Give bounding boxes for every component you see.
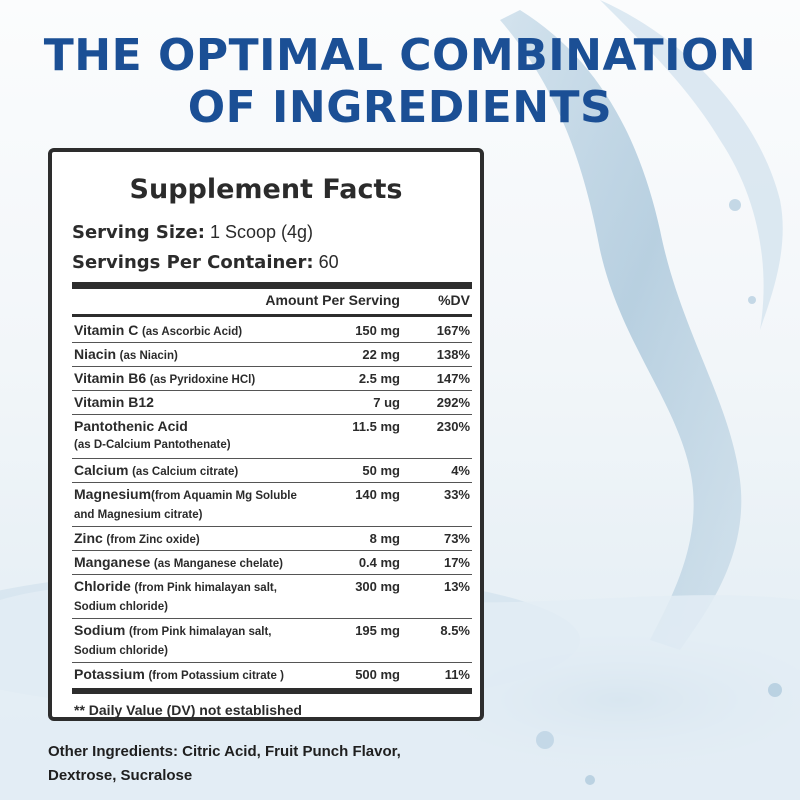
nutrient-dv: 292%: [436, 395, 470, 410]
nutrient-source: (as Manganese chelate): [153, 558, 283, 570]
nutrient-amount: 0.4 mg: [358, 555, 400, 570]
serving-size-label: Serving Size:: [72, 222, 205, 243]
nutrient-row: Magnesium(from Aquamin Mg Soluble and Ma…: [72, 483, 472, 527]
nutrient-amount: 2.5 mg: [358, 371, 400, 386]
nutrient-amount: 195 mg: [355, 623, 400, 638]
nutrient-row: Vitamin C (as Ascorbic Acid) 150 mg 167%: [72, 319, 472, 343]
nutrient-amount: 300 mg: [355, 579, 400, 594]
nutrient-amount: 150 mg: [355, 323, 400, 338]
supplement-facts-title: Supplement Facts: [129, 174, 403, 205]
nutrient-dv: 138%: [436, 347, 470, 362]
nutrient-amount: 500 mg: [355, 667, 400, 682]
nutrient-row: Vitamin B12 7 ug 292%: [72, 391, 472, 415]
nutrient-name: Niacin: [74, 346, 117, 362]
nutrient-dv: 147%: [436, 371, 470, 386]
nutrient-name: Chloride: [74, 578, 131, 594]
nutrient-row: Zinc (from Zinc oxide) 8 mg 73%: [72, 527, 472, 551]
nutrient-name: Zinc: [74, 530, 103, 546]
nutrient-row: Potassium (from Potassium citrate ) 500 …: [72, 663, 472, 689]
nutrient-dv: 230%: [436, 419, 470, 434]
nutrient-dv: 17%: [443, 555, 470, 570]
nutrient-name: Vitamin B12: [74, 394, 154, 410]
nutrient-amount: 7 ug: [373, 395, 400, 410]
nutrient-name: Calcium: [74, 462, 129, 478]
other-ingredients-line-2: Dextrose, Sucralose: [48, 767, 193, 784]
nutrient-name: Sodium: [74, 622, 126, 638]
nutrient-source: (as Niacin): [119, 350, 178, 362]
nutrient-source: (as Calcium citrate): [132, 466, 239, 478]
other-ingredients: Other Ingredients: Citric Acid, Fruit Pu…: [48, 740, 508, 788]
nutrient-row: Niacin (as Niacin) 22 mg 138%: [72, 343, 472, 367]
nutrient-source: (as D-Calcium Pantothenate): [74, 439, 231, 451]
nutrient-amount: 140 mg: [355, 487, 400, 502]
nutrient-source: (as Ascorbic Acid): [141, 326, 243, 338]
nutrient-amount: 22 mg: [362, 347, 400, 362]
headline: THE OPTIMAL COMBINATION OF INGREDIENTS: [0, 30, 800, 134]
serving-size-value: 1 Scoop (4g): [204, 222, 313, 242]
nutrient-source: (from Pink himalayan salt, Sodium chlori…: [74, 582, 277, 613]
nutrient-rows: Vitamin C (as Ascorbic Acid) 150 mg 167%…: [72, 319, 472, 689]
servings-per-container: Servings Per Container: 60: [72, 252, 339, 273]
nutrient-source: (from Potassium citrate ): [148, 670, 284, 682]
header-divider: [72, 314, 472, 317]
nutrient-source: (as Pyridoxine HCl): [149, 374, 256, 386]
nutrient-dv: 13%: [443, 579, 470, 594]
nutrient-name: Vitamin C: [74, 322, 139, 338]
nutrient-name: Magnesium: [74, 486, 152, 502]
nutrient-amount: 11.5 mg: [352, 419, 400, 434]
dv-column-header: %DV: [438, 292, 470, 308]
nutrient-dv: 167%: [436, 323, 470, 338]
bottom-divider: [72, 688, 472, 694]
nutrient-row: Vitamin B6 (as Pyridoxine HCl) 2.5 mg 14…: [72, 367, 472, 391]
nutrient-name: Potassium: [74, 666, 145, 682]
nutrient-dv: 33%: [443, 487, 470, 502]
nutrient-row: Calcium (as Calcium citrate) 50 mg 4%: [72, 459, 472, 483]
nutrient-source: (from Aquamin Mg Soluble and Magnesium c…: [74, 490, 297, 521]
serving-size: Serving Size: 1 Scoop (4g): [72, 222, 313, 243]
nutrient-source: (from Zinc oxide): [106, 534, 200, 546]
nutrient-row: Manganese (as Manganese chelate) 0.4 mg …: [72, 551, 472, 575]
supplement-facts-panel: Supplement Facts Serving Size: 1 Scoop (…: [48, 148, 484, 721]
nutrient-name: Pantothenic Acid: [74, 418, 188, 434]
nutrient-amount: 50 mg: [362, 463, 400, 478]
nutrient-dv: 8.5%: [440, 623, 470, 638]
nutrient-dv: 11%: [444, 667, 470, 682]
nutrient-row: Pantothenic Acid (as D-Calcium Pantothena…: [72, 415, 472, 459]
servings-per-container-value: 60: [313, 252, 339, 272]
headline-line-2: OF INGREDIENTS: [187, 82, 613, 133]
amount-column-header: Amount Per Serving: [265, 292, 400, 308]
headline-line-1: THE OPTIMAL COMBINATION: [43, 30, 757, 81]
nutrient-source: (from Pink himalayan salt, Sodium chlori…: [74, 626, 272, 657]
nutrient-row: Sodium (from Pink himalayan salt, Sodium…: [72, 619, 472, 663]
thick-divider: [72, 282, 472, 289]
nutrient-name: Manganese: [74, 554, 151, 570]
servings-per-container-label: Servings Per Container:: [72, 252, 314, 273]
column-header-row: Amount Per Serving %DV: [72, 292, 472, 314]
nutrient-dv: 73%: [443, 531, 470, 546]
daily-value-footnote: ** Daily Value (DV) not established: [74, 702, 302, 718]
nutrient-name: Vitamin B6: [74, 370, 147, 386]
other-ingredients-line-1: Other Ingredients: Citric Acid, Fruit Pu…: [48, 743, 401, 760]
nutrient-dv: 4%: [451, 463, 470, 478]
nutrient-amount: 8 mg: [369, 531, 400, 546]
nutrient-row: Chloride (from Pink himalayan salt, Sodi…: [72, 575, 472, 619]
